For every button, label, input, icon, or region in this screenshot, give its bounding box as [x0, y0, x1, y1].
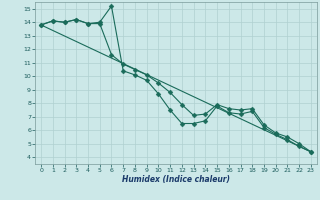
- X-axis label: Humidex (Indice chaleur): Humidex (Indice chaleur): [122, 175, 230, 184]
